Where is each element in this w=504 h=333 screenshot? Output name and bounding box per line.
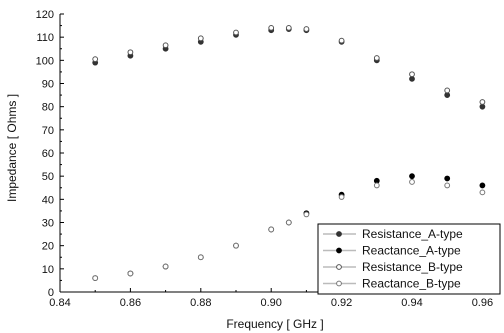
data-point bbox=[233, 242, 239, 249]
y-tick-label: 20 bbox=[42, 241, 54, 253]
data-point bbox=[373, 182, 380, 189]
y-tick-label: 30 bbox=[42, 218, 54, 230]
y-axis-label: Impedance [ Ohms ] bbox=[5, 94, 19, 202]
legend-label: Resistance_B-type bbox=[362, 260, 463, 274]
data-point bbox=[444, 175, 451, 182]
series-reactance-b-type bbox=[92, 179, 486, 282]
data-point bbox=[409, 71, 415, 78]
data-point bbox=[92, 56, 99, 63]
data-point bbox=[409, 179, 415, 185]
data-point bbox=[373, 55, 380, 61]
y-tick-label: 50 bbox=[42, 171, 54, 183]
data-point bbox=[409, 75, 415, 82]
y-tick-label: 0 bbox=[48, 287, 54, 299]
y-tick-label: 60 bbox=[42, 148, 54, 160]
legend-label: Resistance_A-type bbox=[362, 227, 463, 241]
legend-marker bbox=[336, 280, 342, 287]
data-point bbox=[197, 254, 204, 261]
data-point bbox=[373, 177, 380, 184]
data-point bbox=[268, 25, 275, 31]
y-tick-label: 40 bbox=[42, 194, 54, 206]
data-point bbox=[303, 26, 310, 32]
data-point bbox=[92, 275, 99, 282]
data-point bbox=[444, 182, 451, 189]
data-point bbox=[268, 226, 275, 233]
legend-label: Reactance_A-type bbox=[362, 244, 461, 258]
data-point bbox=[285, 219, 292, 226]
y-tick-label: 120 bbox=[36, 9, 54, 21]
y-tick-label: 70 bbox=[42, 125, 54, 137]
data-point bbox=[162, 42, 169, 49]
series-layer bbox=[92, 25, 486, 282]
data-point bbox=[197, 35, 204, 42]
x-tick-label: 0.84 bbox=[49, 297, 70, 309]
data-point bbox=[162, 263, 169, 270]
data-point bbox=[444, 92, 451, 98]
legend-marker bbox=[336, 264, 342, 270]
data-point bbox=[233, 29, 239, 36]
y-tick-label: 100 bbox=[36, 55, 54, 67]
data-point bbox=[409, 173, 415, 180]
data-point bbox=[338, 37, 345, 44]
data-point bbox=[338, 194, 345, 200]
legend: Resistance_A-type Reactance_A-type Resista… bbox=[317, 223, 501, 295]
data-point bbox=[127, 49, 134, 56]
data-point bbox=[285, 25, 292, 31]
series-resistance-b-type bbox=[92, 25, 486, 105]
data-point bbox=[479, 99, 486, 105]
y-tick-label: 10 bbox=[42, 264, 54, 276]
x-axis-label: Frequency [ GHz ] bbox=[226, 317, 323, 331]
legend-label: Reactance_B-type bbox=[362, 277, 461, 291]
data-point bbox=[479, 103, 486, 110]
legend-marker bbox=[336, 231, 342, 237]
x-tick-label: 0.90 bbox=[260, 297, 281, 309]
data-point bbox=[479, 182, 486, 189]
legend-marker bbox=[336, 247, 342, 254]
y-tick-label: 80 bbox=[42, 102, 54, 114]
data-point bbox=[444, 87, 451, 94]
legend-box bbox=[317, 223, 501, 295]
data-point bbox=[303, 211, 310, 218]
data-point bbox=[479, 189, 486, 196]
x-tick-label: 0.88 bbox=[190, 297, 211, 309]
y-tick-label: 90 bbox=[42, 79, 54, 91]
y-tick-label: 110 bbox=[36, 32, 54, 44]
x-tick-label: 0.86 bbox=[120, 297, 141, 309]
x-tick-label: 0.96 bbox=[472, 297, 493, 309]
x-tick-label: 0.92 bbox=[331, 297, 352, 309]
x-tick-label: 0.94 bbox=[401, 297, 422, 309]
data-point bbox=[127, 270, 134, 277]
